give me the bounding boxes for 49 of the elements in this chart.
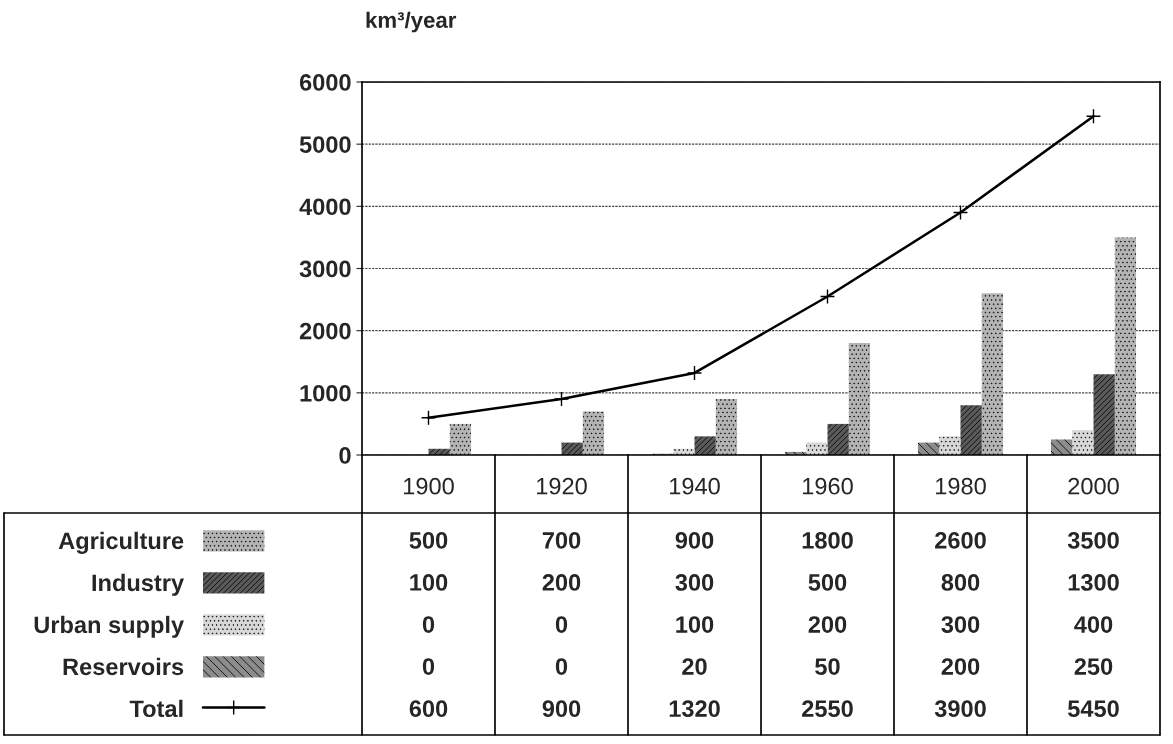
data-label: 900: [675, 532, 714, 549]
data-label: 700: [542, 532, 581, 549]
data-label: 500: [808, 574, 847, 591]
y-axis-title: km³/year: [366, 11, 457, 33]
data-label: 0: [555, 616, 568, 633]
data-label: 300: [941, 616, 980, 633]
data-label: 200: [941, 658, 980, 675]
data-label: 100: [410, 574, 448, 591]
data-label: 300: [675, 574, 714, 591]
y-tick-label: 0: [339, 447, 351, 464]
x-tick-label: 1960: [803, 477, 853, 495]
data-label: 500: [409, 532, 448, 549]
data-label: 400: [1074, 616, 1113, 633]
data-label: 50: [815, 658, 840, 675]
x-tick-label: 1920: [537, 477, 587, 495]
data-label: 20: [682, 658, 707, 675]
data-label: 800: [941, 574, 980, 591]
y-tick-label: 5000: [299, 136, 351, 153]
y-tick-label: 1000: [300, 384, 351, 402]
data-label: 900: [542, 700, 581, 718]
data-label: 600: [409, 700, 448, 718]
data-label: 1320: [669, 700, 720, 718]
y-tick-label: 3000: [299, 260, 351, 278]
data-label: 200: [808, 616, 847, 633]
y-tick-label: 6000: [299, 74, 351, 91]
data-label: 250: [1074, 658, 1113, 675]
data-label: 0: [555, 658, 568, 675]
x-tick-label: 2000: [1068, 477, 1119, 495]
legend-label: Urban supply: [34, 615, 184, 638]
x-tick-label: 1900: [404, 477, 454, 495]
data-label: 2600: [935, 532, 986, 549]
y-tick-label: 2000: [299, 322, 351, 340]
legend-label: Total: [129, 699, 183, 718]
data-label: 1800: [802, 532, 853, 549]
data-label: 0: [422, 658, 435, 675]
legend-label: Reservoirs: [63, 657, 184, 676]
data-label: 5450: [1067, 700, 1119, 718]
data-label: 3900: [934, 700, 986, 718]
data-label: 0: [422, 616, 435, 633]
data-label: 100: [676, 616, 714, 633]
y-tick-label: 4000: [299, 198, 351, 216]
data-label: 3500: [1067, 532, 1119, 549]
x-tick-label: 1980: [936, 477, 986, 495]
data-label: 1300: [1068, 574, 1119, 591]
data-label: 200: [542, 574, 581, 591]
data-label: 2550: [802, 700, 853, 718]
legend-label: Agriculture: [58, 531, 184, 554]
x-tick-label: 1940: [670, 477, 720, 495]
legend-label: Industry: [92, 573, 184, 596]
